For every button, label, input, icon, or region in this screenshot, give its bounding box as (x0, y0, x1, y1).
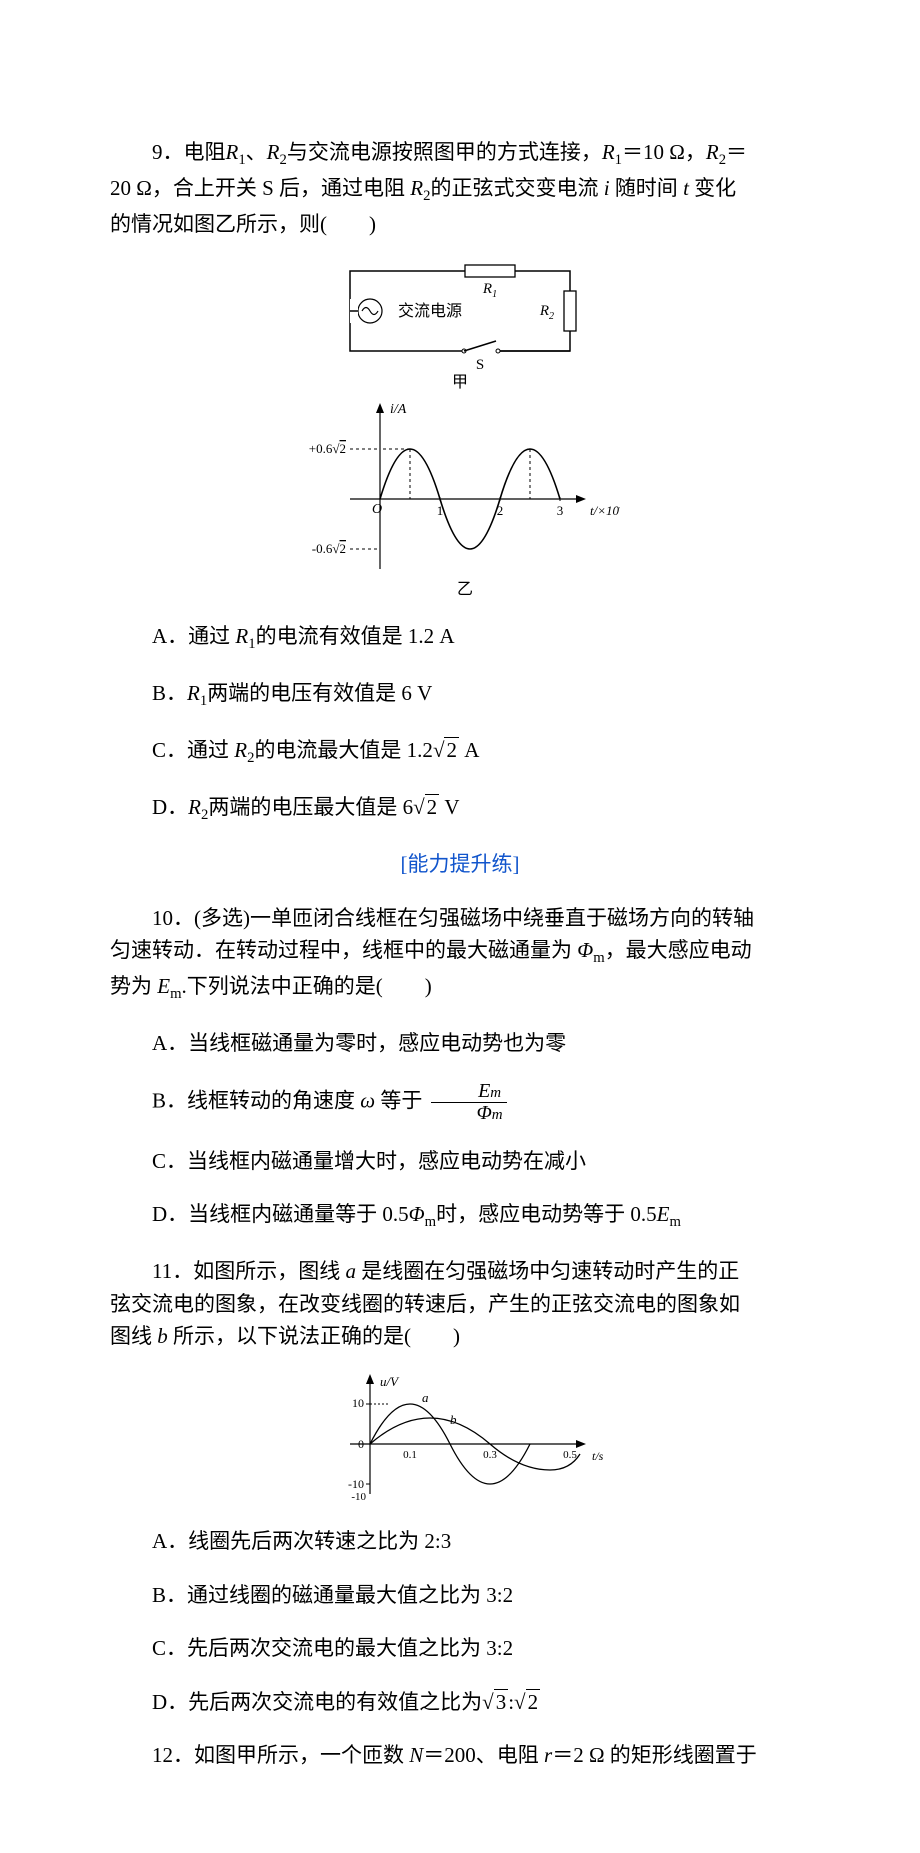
q9-num: 9 (152, 140, 163, 164)
svg-text:0.1: 0.1 (403, 1449, 417, 1461)
svg-text:10: 10 (352, 1396, 364, 1410)
q10-A: A．当线框磁通量为零时，感应电动势也为零 (110, 1027, 810, 1060)
page: 9．电阻R1、R2与交流电源按照图甲的方式连接，R1＝10 Ω，R2＝ 20 Ω… (0, 0, 920, 1853)
q9-A: A．通过 R1的电流有效值是 1.2 A (110, 620, 810, 656)
svg-text:0.3: 0.3 (483, 1449, 497, 1461)
q11-graph: u/V 10 0 -10 a b 0.1 0.3 0.5 t/s (110, 1374, 810, 1504)
svg-text:S: S (476, 357, 484, 373)
fraction: Em Φm (431, 1081, 507, 1124)
svg-text:i/A: i/A (390, 402, 407, 417)
q9: 9．电阻R1、R2与交流电源按照图甲的方式连接，R1＝10 Ω，R2＝ 20 Ω… (110, 136, 810, 827)
q11-D: D．先后两次交流电的有效值之比为√3:√2 (110, 1686, 810, 1719)
svg-text:a: a (422, 1390, 429, 1405)
svg-text:-0.6√2: -0.6√2 (312, 541, 346, 556)
q12: 12．如图甲所示，一个匝数 N＝200、电阻 r＝2 Ω 的矩形线圈置于 (110, 1739, 810, 1772)
q10-D: D．当线框内磁通量等于 0.5Φm时，感应电动势等于 0.5Em (110, 1198, 810, 1234)
svg-text:2: 2 (497, 503, 504, 518)
q11-B: B．通过线圈的磁通量最大值之比为 3:2 (110, 1579, 810, 1612)
svg-text:1: 1 (437, 503, 444, 518)
q12-stem: 12．如图甲所示，一个匝数 N＝200、电阻 r＝2 Ω 的矩形线圈置于 (110, 1739, 810, 1772)
q9-circuit: 交流电源 R1 R2 S 甲 (110, 261, 810, 391)
svg-text:-10: -10 (351, 1491, 366, 1503)
sine-svg: i/A +0.6√2 -0.6√2 O 1 (300, 399, 620, 599)
svg-text:0.5: 0.5 (563, 1449, 577, 1461)
q10-C: C．当线框内磁通量增大时，感应电动势在减小 (110, 1145, 810, 1178)
q9-stem: 9．电阻R1、R2与交流电源按照图甲的方式连接，R1＝10 Ω，R2＝ 20 Ω… (110, 136, 810, 240)
q11-C: C．先后两次交流电的最大值之比为 3:2 (110, 1632, 810, 1665)
q11-svg: u/V 10 0 -10 a b 0.1 0.3 0.5 t/s (310, 1374, 610, 1504)
q10-B: B．线框转动的角速度 ω 等于 Em Φm (110, 1081, 810, 1124)
svg-text:+0.6√2: +0.6√2 (309, 441, 346, 456)
svg-text:R1: R1 (482, 281, 497, 300)
q9-D: D．R2两端的电压最大值是 6√2 V (110, 791, 810, 827)
svg-text:R2: R2 (539, 303, 554, 322)
q10-stem: 10．(多选)一单匝闭合线框在匀强磁场中绕垂直于磁场方向的转轴 匀速转动．在转动… (110, 902, 810, 1006)
svg-text:3: 3 (557, 503, 564, 518)
q9-graph: i/A +0.6√2 -0.6√2 O 1 (110, 399, 810, 599)
source-label: 交流电源 (398, 302, 462, 320)
q10: 10．(多选)一单匝闭合线框在匀强磁场中绕垂直于磁场方向的转轴 匀速转动．在转动… (110, 902, 810, 1234)
svg-text:0: 0 (358, 1437, 364, 1451)
svg-text:b: b (450, 1412, 457, 1427)
svg-text:甲: 甲 (452, 374, 468, 391)
q9-C: C．通过 R2的电流最大值是 1.2√2 A (110, 734, 810, 770)
q11-A: A．线圈先后两次转速之比为 2:3 (110, 1525, 810, 1558)
circuit-svg: 交流电源 R1 R2 S 甲 (310, 261, 610, 391)
svg-text:t/×10-2s: t/×10-2s (590, 502, 620, 518)
svg-text:-10: -10 (348, 1477, 364, 1491)
svg-text:乙: 乙 (457, 581, 473, 598)
q11-stem: 11．如图所示，图线 a 是线圈在匀强磁场中匀速转动时产生的正 弦交流电的图象，… (110, 1255, 810, 1353)
svg-text:u/V: u/V (380, 1374, 400, 1389)
q9-B: B．R1两端的电压有效值是 6 V (110, 677, 810, 713)
svg-text:O: O (372, 502, 382, 517)
section-title: [能力提升练] (110, 848, 810, 881)
q11: 11．如图所示，图线 a 是线圈在匀强磁场中匀速转动时产生的正 弦交流电的图象，… (110, 1255, 810, 1718)
svg-text:t/s: t/s (592, 1449, 604, 1463)
